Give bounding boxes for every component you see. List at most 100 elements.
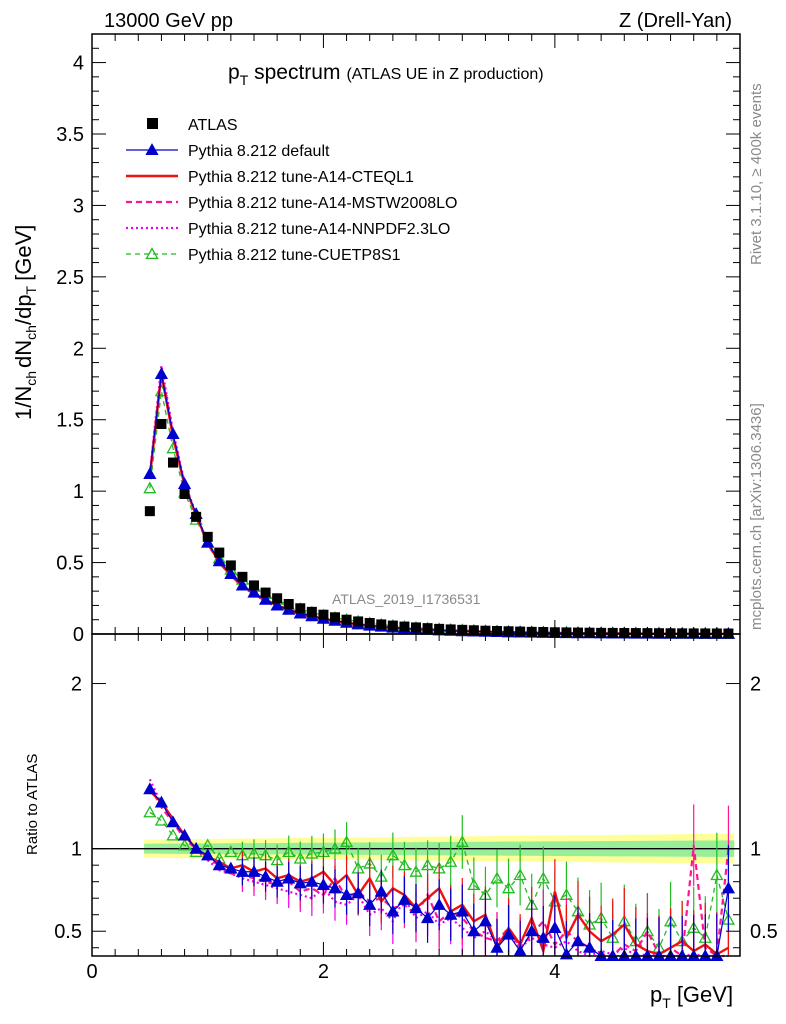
marker-triangle xyxy=(351,886,365,899)
data-point xyxy=(144,506,155,517)
marker-open-triangle xyxy=(536,871,550,884)
data-point xyxy=(260,587,271,598)
marker-open-triangle xyxy=(293,851,307,864)
plot-title: pT spectrum (ATLAS UE in Z production) xyxy=(228,61,544,88)
marker-triangle xyxy=(374,884,388,897)
y-tick-label: 3.5 xyxy=(56,124,84,146)
marker-triangle xyxy=(235,578,250,591)
marker-triangle xyxy=(270,598,284,611)
marker-triangle xyxy=(420,911,435,924)
data-point xyxy=(306,606,317,617)
marker-triangle xyxy=(282,871,296,884)
marker-open-triangle xyxy=(501,881,516,894)
legend-marker xyxy=(145,247,159,260)
marker-triangle xyxy=(201,848,215,861)
data-point xyxy=(353,616,364,627)
data-point xyxy=(249,580,259,591)
data-point xyxy=(202,531,213,542)
marker-triangle xyxy=(247,585,261,598)
data-point xyxy=(225,560,236,571)
marker-open-triangle xyxy=(177,838,192,851)
marker-triangle xyxy=(455,904,469,917)
x-label-part: p xyxy=(650,982,662,1007)
data-point xyxy=(561,627,572,638)
y-tick-label: 2 xyxy=(73,338,84,360)
legend-entry: Pythia 8.212 tune-A14-MSTW2008LO xyxy=(126,195,457,212)
marker-triangle xyxy=(490,940,504,953)
marker-triangle xyxy=(467,924,481,937)
data-point xyxy=(654,628,664,639)
title-paren: (ATLAS UE in Z production) xyxy=(346,66,543,83)
y-axis-label: 1/NchdNch/dpT[GeV] xyxy=(11,225,39,420)
marker-open-triangle xyxy=(305,846,319,859)
legend-marker xyxy=(145,143,159,156)
marker-triangle xyxy=(212,554,226,567)
ratio-plot-series xyxy=(143,778,736,962)
title-sub: T xyxy=(240,72,249,88)
marker-triangle xyxy=(224,567,238,580)
y-tick-label: 3 xyxy=(73,195,84,217)
data-point xyxy=(468,625,479,636)
x-axis-label: pT [GeV] xyxy=(650,982,733,1011)
marker-triangle xyxy=(235,864,250,877)
marker-triangle xyxy=(386,904,400,917)
marker-triangle xyxy=(316,878,331,891)
ratio-tick-label-right: 1 xyxy=(750,839,761,861)
marker-triangle xyxy=(397,893,412,905)
ratio-tick-label-left: 0.5 xyxy=(54,921,82,943)
series-pythia-8-212-default xyxy=(143,782,736,962)
marker-triangle xyxy=(444,907,458,920)
legend-marker xyxy=(147,118,158,129)
marker-triangle xyxy=(363,897,377,910)
data-point xyxy=(538,627,549,637)
data-point xyxy=(341,614,352,625)
y-label-part: [GeV] xyxy=(11,225,36,281)
marker-triangle xyxy=(513,944,527,957)
legend: ATLAS Pythia 8.212 default Pythia 8.212 tu… xyxy=(126,117,457,264)
legend-entry: Pythia 8.212 default xyxy=(126,143,330,160)
marker-triangle xyxy=(166,815,180,828)
y-tick-label: 0 xyxy=(73,624,84,646)
marker-triangle xyxy=(258,869,273,882)
marker-triangle xyxy=(478,914,493,927)
marker-triangle xyxy=(143,782,157,795)
marker-triangle xyxy=(212,858,226,871)
data-point xyxy=(376,619,387,630)
legend-label: Pythia 8.212 tune-A14-CTEQL1 xyxy=(188,169,414,186)
x-tick-label: 2 xyxy=(318,961,329,983)
marker-open-triangle xyxy=(710,868,724,881)
ratio-tick-label-left: 1 xyxy=(71,839,82,861)
marker-triangle xyxy=(177,828,192,841)
marker-open-triangle xyxy=(513,868,527,881)
y-tick-label: 2.5 xyxy=(56,267,84,289)
legend-label: Pythia 8.212 tune-A14-MSTW2008LO xyxy=(188,195,457,212)
data-point xyxy=(318,609,329,620)
marker-open-triangle xyxy=(490,871,504,884)
marker-open-triangle xyxy=(143,481,157,494)
data-point xyxy=(330,612,340,623)
legend-label: ATLAS xyxy=(188,117,238,134)
marker-open-triangle xyxy=(409,864,423,877)
marker-open-triangle xyxy=(455,835,469,848)
data-point xyxy=(387,620,398,631)
marker-open-triangle xyxy=(420,858,435,871)
marker-triangle xyxy=(154,795,169,808)
data-point xyxy=(295,603,306,614)
y-label-part: /dp xyxy=(11,294,36,325)
data-point xyxy=(399,621,410,632)
marker-open-triangle xyxy=(397,858,412,871)
marker-triangle xyxy=(282,602,296,615)
marker-triangle xyxy=(501,927,516,940)
title-main: p xyxy=(228,61,240,84)
marker-open-triangle xyxy=(166,828,180,841)
data-point xyxy=(492,626,502,636)
marker-open-triangle xyxy=(386,848,400,861)
data-point xyxy=(515,626,526,637)
marker-triangle xyxy=(258,592,273,605)
marker-triangle xyxy=(177,477,192,490)
marker-open-triangle xyxy=(467,878,481,891)
marker-open-triangle xyxy=(328,841,342,854)
marker-open-triangle xyxy=(143,805,157,818)
header-process: Z (Drell-Yan) xyxy=(619,10,732,32)
marker-triangle xyxy=(582,940,597,953)
